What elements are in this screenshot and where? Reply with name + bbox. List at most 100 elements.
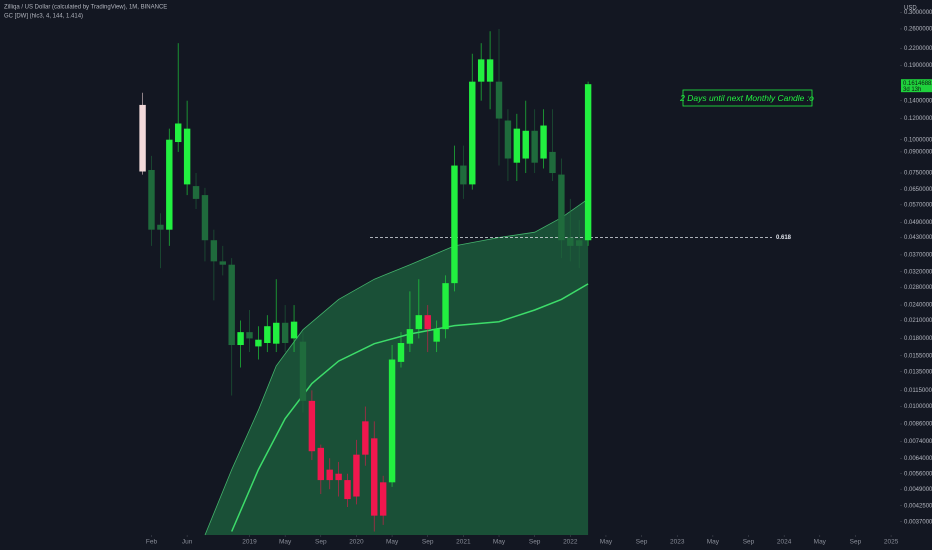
x-tick-label: Sep (529, 539, 541, 546)
candle-body (567, 237, 574, 246)
candle-body (549, 151, 556, 174)
candle-body (477, 59, 485, 82)
candle-body (183, 128, 191, 185)
x-tick-label: Sep (315, 539, 327, 546)
x-tick-label: May (386, 539, 399, 546)
price-label: 0.16146882 (903, 81, 932, 87)
x-tick-label: Sep (422, 539, 434, 546)
candle-body (451, 165, 458, 284)
candle-body (192, 186, 200, 199)
candle-body (219, 261, 226, 265)
candle-body (299, 341, 307, 401)
candle-body (379, 482, 387, 516)
x-tick-label: Feb (146, 539, 158, 546)
candle-body (495, 81, 503, 119)
candle-body (469, 81, 476, 185)
x-tick-label: 2022 (563, 539, 578, 546)
candle-body (415, 315, 423, 330)
countdown: 3d 13h (903, 87, 921, 93)
band-edge (204, 198, 589, 536)
x-tick-label: Sep (850, 539, 862, 546)
x-tick-label: 2021 (456, 539, 471, 546)
x-tick-label: 2023 (670, 539, 685, 546)
x-tick-label: May (493, 539, 506, 546)
candle-body (531, 130, 538, 163)
candle-body (308, 400, 316, 452)
candle-body (237, 332, 244, 346)
level-label: 0.618 (776, 235, 792, 241)
candle-body (228, 264, 235, 346)
candle-body (388, 359, 396, 483)
candle-body (442, 283, 449, 330)
candle-body (486, 59, 494, 82)
candle-body (522, 130, 529, 159)
candle-body (362, 421, 369, 455)
candle-body (148, 169, 155, 230)
plot-area: 0.618 (139, 28, 792, 536)
x-tick-label: Sep (743, 539, 755, 546)
y-unit: USD (904, 6, 917, 12)
band-area (205, 198, 589, 535)
candle-body (344, 480, 351, 500)
candle-body (353, 454, 360, 497)
candle-body (210, 240, 218, 262)
x-tick-label: May (600, 539, 613, 546)
price-label-box (901, 79, 932, 93)
candle-body (281, 322, 289, 344)
x-tick-label: 2019 (242, 539, 257, 546)
x-tick-label: 2025 (884, 539, 899, 546)
candle-body (576, 240, 583, 246)
candle-body (264, 326, 271, 344)
x-tick-label: 2020 (349, 539, 364, 546)
candle-body (584, 84, 592, 241)
basis-line (231, 283, 589, 532)
candle-body (424, 315, 431, 330)
candle-body (504, 120, 512, 159)
indicator-label: GC [DW] (hlc3, 4, 144, 1.414) (4, 14, 83, 20)
candle-body (273, 322, 280, 344)
candle-body (397, 343, 405, 362)
candle-body (406, 329, 414, 344)
annotation-box (682, 89, 813, 107)
candle-body (558, 174, 565, 241)
x-tick-label: Jun (182, 539, 193, 546)
candle-body (246, 332, 253, 339)
candle-body (513, 128, 521, 163)
x-tick-label: May (279, 539, 292, 546)
x-tick-label: May (814, 539, 827, 546)
candle-body (371, 438, 378, 516)
candle-body (255, 339, 262, 347)
x-tick-label: 2024 (777, 539, 792, 546)
candle-body (326, 469, 333, 481)
candle-body (157, 224, 164, 230)
annotation: 2 Days until next Monthly Candle :o (679, 93, 814, 103)
candle-body (139, 104, 146, 172)
